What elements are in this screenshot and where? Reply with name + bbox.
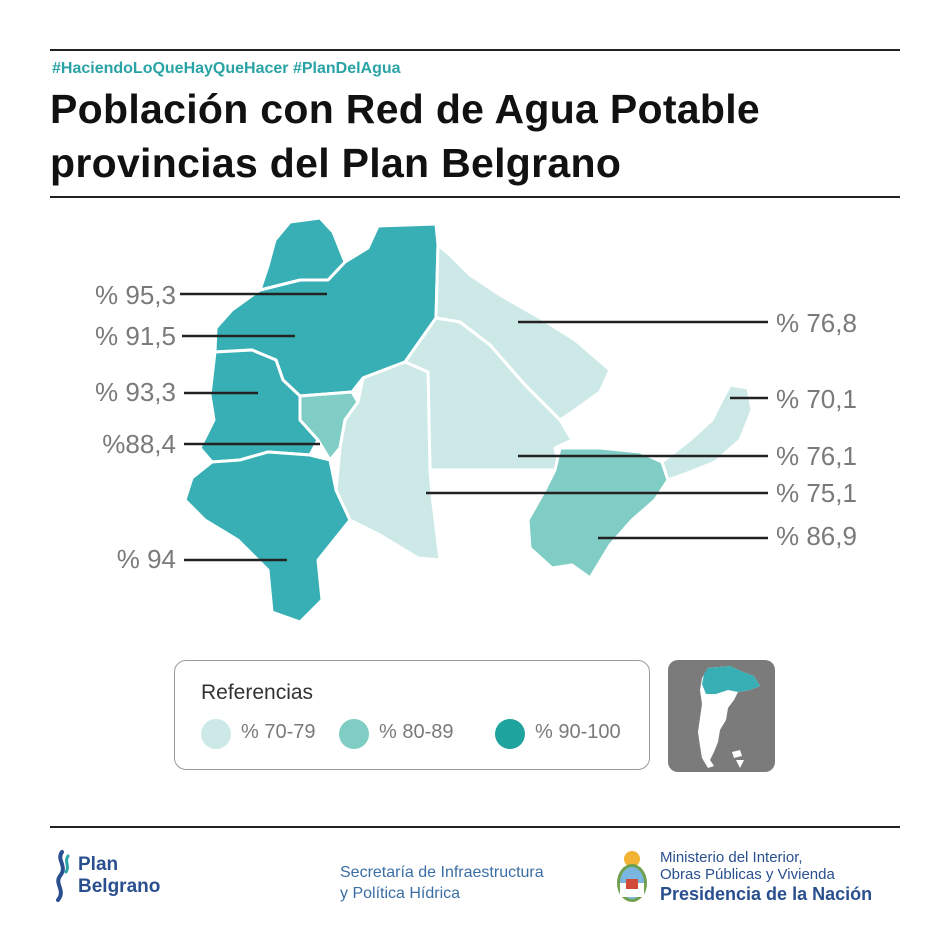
coat-of-arms-icon (612, 849, 652, 905)
label-91-5: % 91,5 (95, 321, 176, 351)
ministerio-line1: Ministerio del Interior, (660, 849, 803, 866)
legend-swatch-70-79 (201, 719, 231, 749)
page-title-line2: provincias del Plan Belgrano (50, 140, 622, 186)
leader-lines (180, 292, 768, 562)
province-santiago (334, 360, 442, 562)
province-jujuy (258, 216, 347, 292)
page-title-line1: Población con Red de Agua Potable (50, 86, 761, 132)
label-93-3: % 93,3 (95, 377, 176, 407)
label-86-9: % 86,9 (776, 521, 857, 551)
plan-belgrano-region (702, 666, 760, 694)
footer-rule (50, 826, 900, 828)
legend-label-70-79: % 70-79 (241, 721, 316, 743)
label-76-8: % 76,8 (776, 308, 857, 338)
plan-belgrano-logo: Plan Belgrano (52, 848, 202, 904)
plan-label: Plan (78, 854, 119, 875)
ministerio-line2: Obras Públicas y Vivienda (660, 866, 835, 883)
label-95-3: % 95,3 (95, 280, 176, 310)
label-76-1: % 76,1 (776, 441, 857, 471)
label-75-1: % 75,1 (776, 478, 857, 508)
title-rule (50, 196, 900, 198)
label-88-4: %88,4 (102, 429, 176, 459)
legend-title: Referencias (201, 681, 314, 704)
label-94: % 94 (116, 544, 176, 574)
legend-label-80-89: % 80-89 (379, 721, 454, 743)
secretaria-line2: y Política Hídrica (340, 885, 461, 902)
legend: Referencias % 70-79 % 80-89 % 90-100 (174, 660, 650, 770)
presidencia-label: Presidencia de la Nación (660, 884, 873, 904)
top-rule (50, 49, 900, 51)
provinces-map (180, 216, 768, 624)
hashtags: #HaciendoLoQueHayQueHacer #PlanDelAgua (52, 60, 401, 77)
label-70-1: % 70,1 (776, 384, 857, 414)
legend-swatch-90-100 (495, 719, 525, 749)
plan-belgrano-wave-icon (56, 850, 70, 902)
province-la-rioja (183, 450, 352, 624)
argentina-locator-map (668, 660, 775, 772)
belgrano-label: Belgrano (78, 876, 161, 897)
secretaria-line1: Secretaría de Infraestructura (340, 864, 544, 881)
legend-swatch-80-89 (339, 719, 369, 749)
legend-label-90-100: % 90-100 (535, 721, 621, 743)
antarctic-mark (736, 760, 744, 768)
islands (732, 750, 742, 758)
